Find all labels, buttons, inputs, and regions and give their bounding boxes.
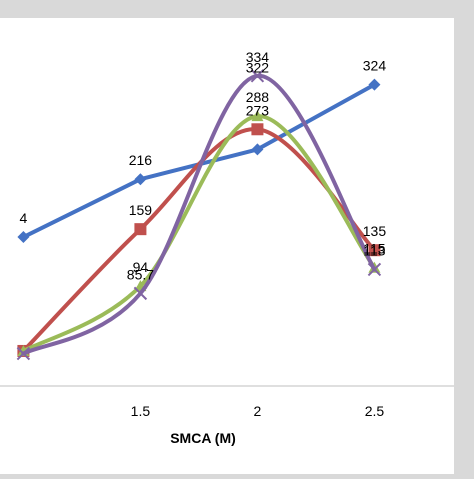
series-2-marker [251, 123, 264, 136]
data-label: 273 [246, 102, 270, 118]
data-label: 324 [363, 58, 387, 74]
data-label: 322 [246, 59, 270, 75]
series-4-marker [133, 286, 148, 301]
data-label-layer: 4 216 324 159 273 135 94 288 115 85.7 334 113 322 [20, 49, 387, 283]
data-label: 159 [129, 202, 153, 218]
data-label: 85.7 [127, 266, 154, 282]
series-line-3 [21, 114, 377, 353]
series-1-marker [251, 143, 264, 156]
x-tick-label: 1.5 [131, 403, 151, 419]
data-label: 94 [133, 259, 149, 275]
plot-panel [0, 18, 454, 474]
series-4-marker [250, 69, 265, 83]
x-tick-label: 2 [254, 403, 262, 419]
series-2-marker [368, 244, 381, 257]
data-label: 4 [20, 210, 28, 226]
series-1-marker [17, 231, 30, 244]
data-label: 334 [246, 49, 270, 65]
x-tick-label: 2.5 [365, 403, 385, 419]
data-label: 216 [129, 152, 153, 168]
series-3-marker [251, 110, 264, 122]
series-1-marker [368, 78, 381, 91]
series-1-marker [134, 173, 147, 186]
series-4-marker [367, 262, 382, 277]
series-2-marker [134, 223, 147, 236]
data-label: 288 [246, 89, 270, 105]
data-label: 115 [363, 241, 386, 257]
x-axis-title: SMCA (M) [170, 430, 236, 446]
series-line-4 [21, 73, 377, 356]
series-4-marker [16, 346, 31, 361]
data-label: 113 [363, 242, 386, 258]
series-layer [16, 69, 382, 361]
data-label: 135 [363, 223, 387, 239]
x-tick-layer: 1.5 2 2.5 [131, 403, 385, 419]
